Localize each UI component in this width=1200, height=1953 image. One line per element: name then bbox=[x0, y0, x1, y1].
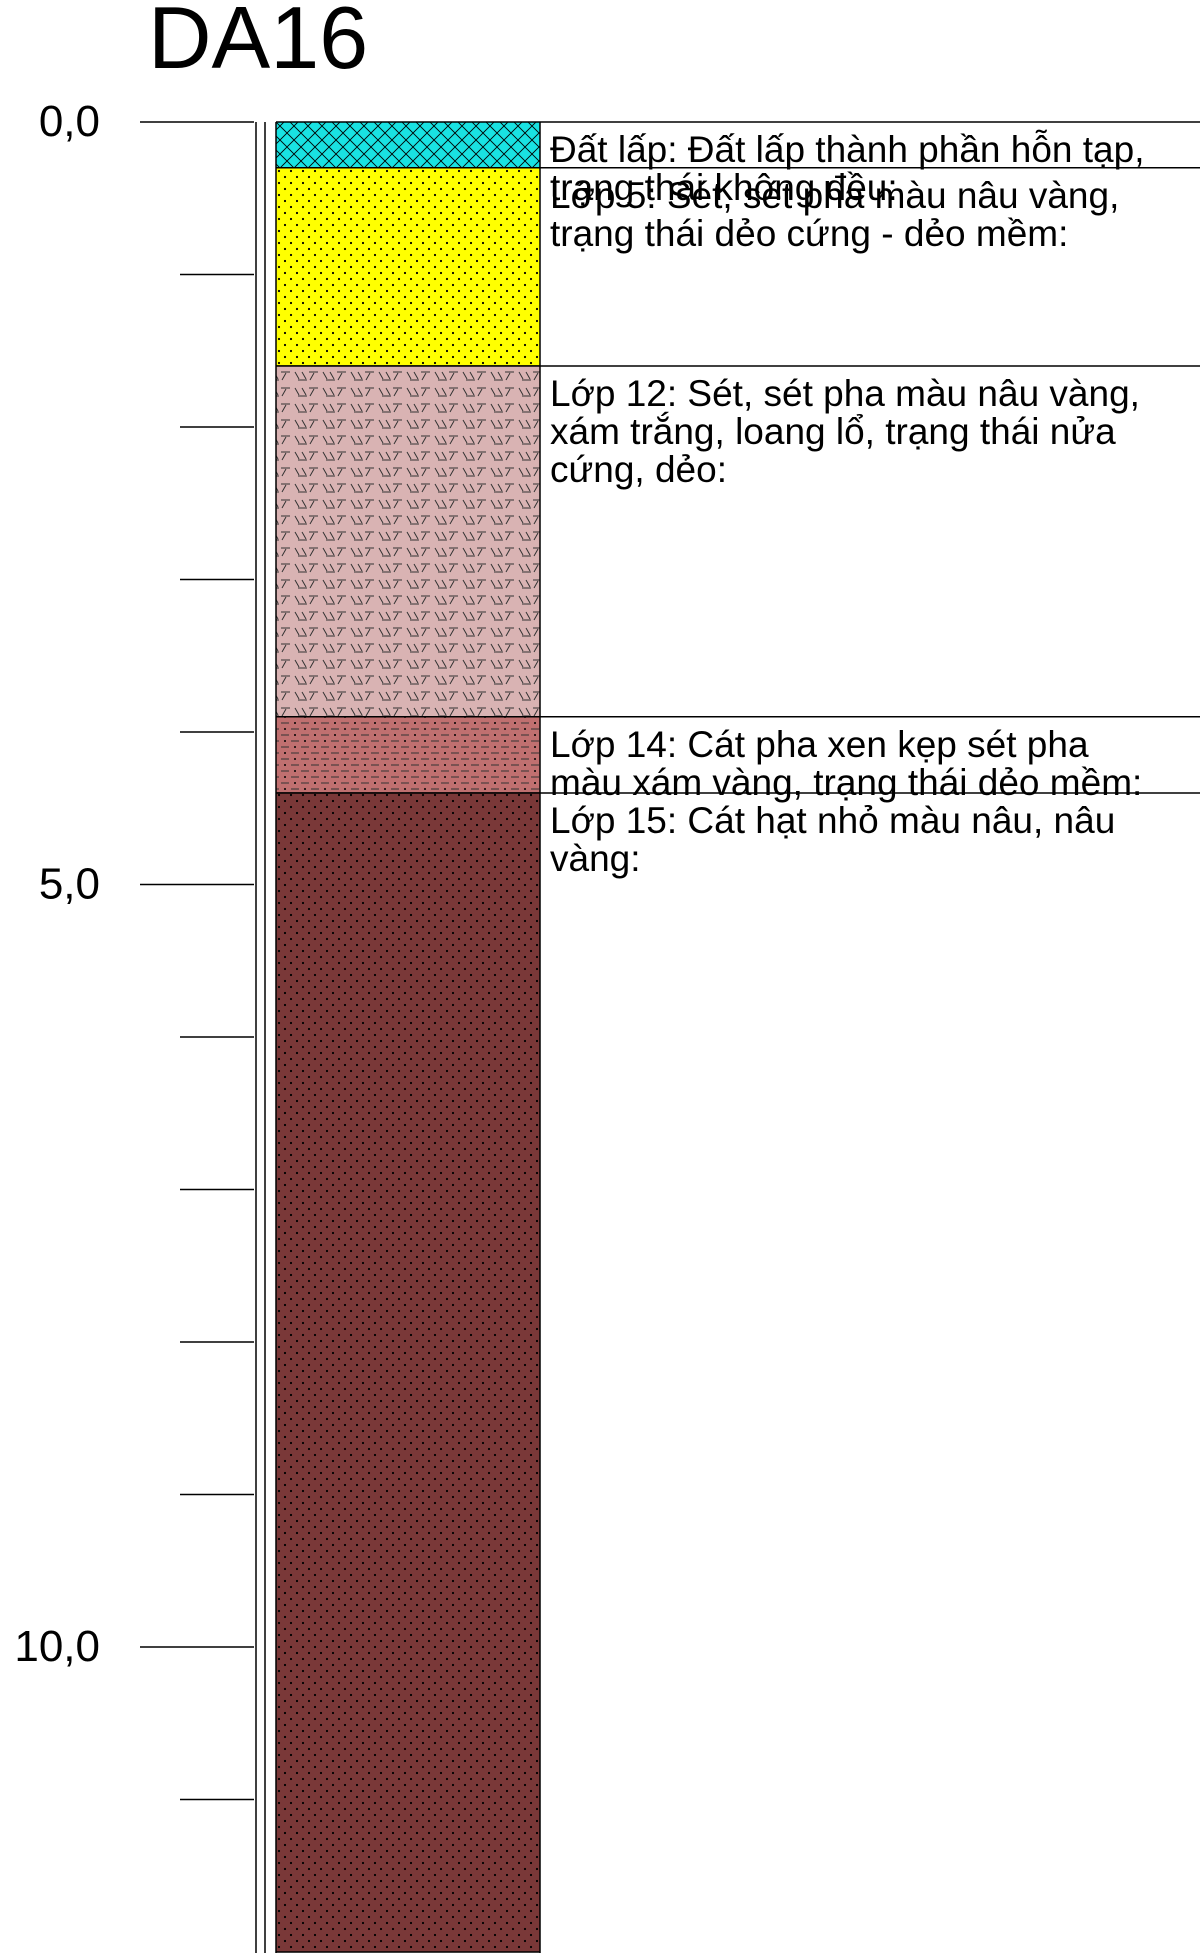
description-line: Lớp 12: Sét, sét pha màu nâu vàng, bbox=[550, 373, 1140, 414]
depth-label: 5,0 bbox=[39, 860, 100, 909]
fill-layer-pattern bbox=[276, 122, 540, 168]
description-line: Đất lấp: Đất lấp thành phần hỗn tạp, bbox=[550, 129, 1145, 170]
fill-layer-description: Đất lấp: Đất lấp thành phần hỗn tạp, trạn… bbox=[550, 129, 1145, 208]
layer-12-pattern bbox=[276, 366, 540, 717]
layer-descriptions: Đất lấp: Đất lấp thành phần hỗn tạp, trạn… bbox=[276, 121, 1200, 879]
description-line: trạng thái không đều: bbox=[550, 167, 898, 208]
description-line: cứng, dẻo: bbox=[550, 449, 727, 490]
lithology-column bbox=[276, 122, 540, 1953]
depth-label: 0,0 bbox=[39, 97, 100, 146]
description-line: xám trắng, loang lổ, trạng thái nửa bbox=[550, 411, 1116, 452]
description-line: vàng: bbox=[550, 838, 641, 879]
depth-scale: 0,0 5,0 10,0 bbox=[14, 97, 254, 1801]
borehole-title: DA16 bbox=[148, 0, 368, 87]
layer-12-description: Lớp 12: Sét, sét pha màu nâu vàng, xám tr… bbox=[550, 373, 1140, 490]
layer-5-pattern bbox=[276, 167, 540, 366]
description-line: Lớp 15: Cát hạt nhỏ màu nâu, nâu bbox=[550, 800, 1115, 841]
depth-label: 10,0 bbox=[14, 1622, 100, 1671]
layer-15-description: Lớp 15: Cát hạt nhỏ màu nâu, nâu vàng: bbox=[550, 800, 1115, 879]
layer-14-pattern bbox=[276, 716, 540, 793]
description-line: màu xám vàng, trạng thái dẻo mềm: bbox=[550, 762, 1142, 803]
layer-14-description: Lớp 14: Cát pha xen kẹp sét pha màu xám v… bbox=[550, 724, 1142, 803]
layer-5-description: Lớp 5: Sét, sét pha màu nâu vàng, trạng t… bbox=[550, 175, 1119, 254]
description-line: Lớp 5: Sét, sét pha màu nâu vàng, bbox=[550, 175, 1119, 216]
layer-15-pattern bbox=[276, 793, 540, 1952]
description-line: Lớp 14: Cát pha xen kẹp sét pha bbox=[550, 724, 1089, 765]
description-line: trạng thái dẻo cứng - dẻo mềm: bbox=[550, 213, 1068, 254]
